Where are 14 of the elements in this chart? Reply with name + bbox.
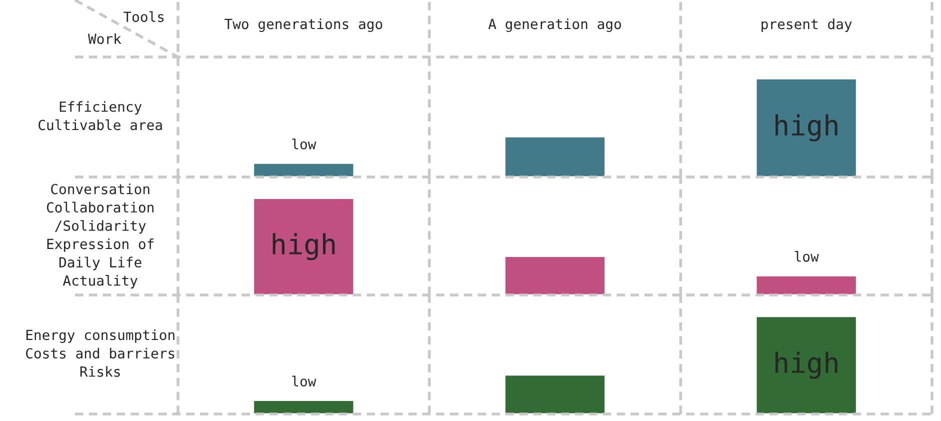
x-tick-label: A generation ago [488, 18, 621, 32]
y-axis-title: Efficiency Cultivable area [38, 101, 162, 130]
x-tick-label: Two generations ago [224, 18, 382, 32]
annotation: high [776, 114, 838, 142]
annotation: low [794, 251, 819, 262]
y-axis-title: Conversation Collaboration /Solidarity Expression of Daily Life Actuality [46, 184, 154, 288]
text: Tools [124, 11, 164, 22]
y-axis-title: Energy consumption Costs and barriers Risks [26, 329, 174, 377]
annotation: low [292, 138, 316, 150]
text: Work [88, 33, 122, 44]
x-tick-label: present day [762, 18, 852, 32]
annotation: high [776, 352, 838, 379]
annotation: high [272, 233, 335, 260]
annotation: low [292, 376, 316, 387]
